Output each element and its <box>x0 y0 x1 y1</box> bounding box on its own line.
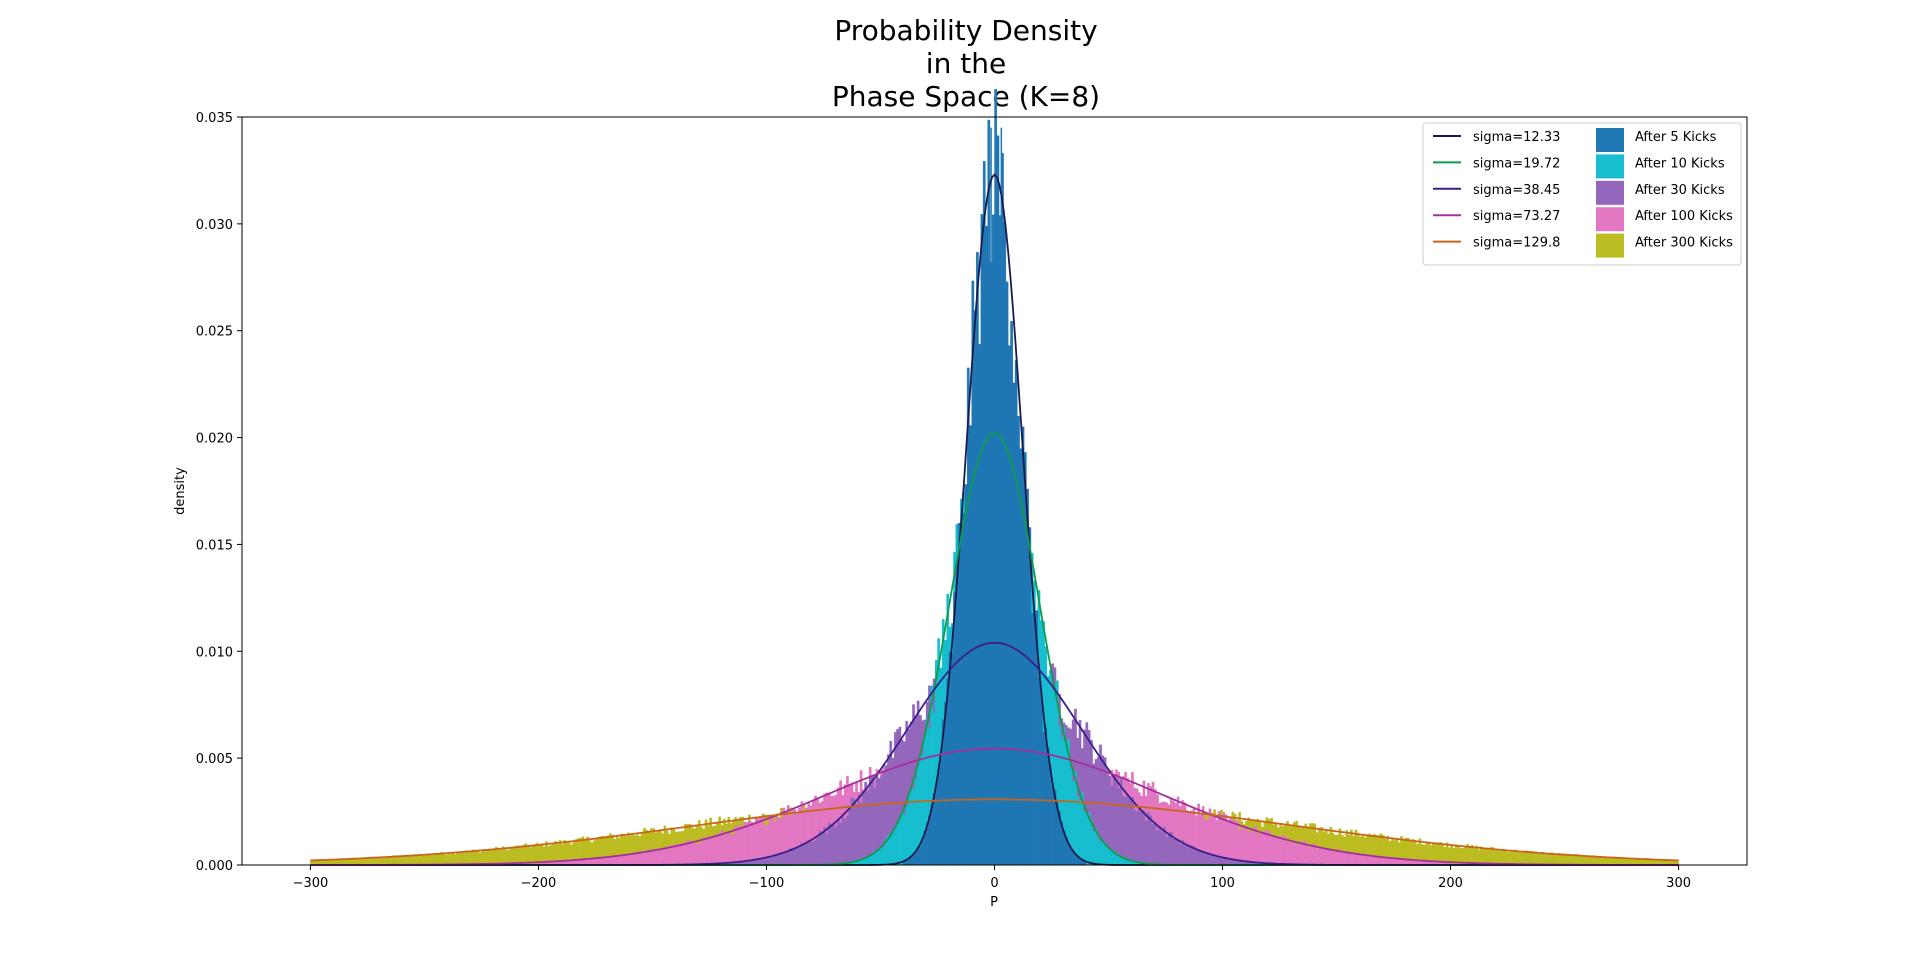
legend-label: After 30 Kicks <box>1635 183 1725 198</box>
legend-patch-swatch <box>1596 207 1624 232</box>
legend-item-fit-5: sigma=129.8 <box>1433 236 1560 251</box>
x-tick-label: 300 <box>1666 876 1691 891</box>
legend-patch-swatch <box>1596 233 1624 258</box>
chart-title-line-2: in the <box>926 47 1006 80</box>
legend-label: sigma=38.45 <box>1473 183 1560 198</box>
y-axis-label: density <box>173 467 188 515</box>
fit-curve-4 <box>310 747 1679 866</box>
legend-item-fit-1: sigma=12.33 <box>1433 130 1560 145</box>
x-tick-label: 200 <box>1438 876 1463 891</box>
y-tick-label: 0.005 <box>196 752 233 767</box>
x-tick-label: −200 <box>521 876 557 891</box>
legend-label: sigma=73.27 <box>1473 209 1560 224</box>
y-tick-label: 0.010 <box>196 645 233 660</box>
legend-item-fit-4: sigma=73.27 <box>1433 209 1560 224</box>
legend-box <box>1422 122 1742 266</box>
legend-item-fit-2: sigma=19.72 <box>1433 156 1560 171</box>
legend: sigma=12.33 sigma=19.72 sigma=38.45 sigma=7… <box>1422 122 1742 266</box>
legend-patch-swatch <box>1596 128 1624 152</box>
legend-label: After 100 Kicks <box>1635 209 1733 224</box>
y-tick-label: 0.025 <box>196 325 233 340</box>
legend-label: sigma=12.33 <box>1473 130 1560 145</box>
legend-patch-swatch <box>1596 154 1624 179</box>
legend-item-hist-1: After 5 Kicks <box>1596 128 1717 152</box>
y-tick-label: 0.020 <box>196 432 233 447</box>
legend-label: After 300 Kicks <box>1635 236 1733 251</box>
y-tick-label: 0.035 <box>196 111 233 126</box>
legend-item-hist-2: After 10 Kicks <box>1596 154 1725 179</box>
y-tick-label: 0.030 <box>196 218 233 233</box>
x-tick-label: 0 <box>990 876 998 891</box>
legend-patch-swatch <box>1596 180 1624 205</box>
legend-label: After 5 Kicks <box>1635 130 1717 145</box>
x-axis-label: P <box>990 895 998 910</box>
legend-label: sigma=19.72 <box>1473 156 1560 171</box>
chart-title-line-1: Probability Density <box>834 14 1097 47</box>
legend-label: After 10 Kicks <box>1635 156 1725 171</box>
x-tick-label: 100 <box>1210 876 1235 891</box>
x-axis: −300 −200 −100 0 100 200 300 <box>293 865 1691 891</box>
legend-label: sigma=129.8 <box>1473 236 1560 251</box>
legend-item-hist-4: After 100 Kicks <box>1596 207 1733 232</box>
legend-item-fit-3: sigma=38.45 <box>1433 183 1560 198</box>
x-tick-label: −100 <box>749 876 785 891</box>
chart-title-line-3: Phase Space (K=8) <box>832 80 1100 113</box>
y-axis: 0.000 0.005 0.010 0.015 0.020 0.025 0.030 0.035 <box>196 111 242 874</box>
chart-title: Probability Density in the Phase Space (… <box>832 14 1100 113</box>
fit-curve-5 <box>310 798 1679 862</box>
legend-item-hist-5: After 300 Kicks <box>1596 233 1733 258</box>
y-tick-label: 0.015 <box>196 538 233 553</box>
legend-item-hist-3: After 30 Kicks <box>1596 180 1725 205</box>
y-tick-label: 0.000 <box>196 859 233 874</box>
x-tick-label: −300 <box>293 876 329 891</box>
